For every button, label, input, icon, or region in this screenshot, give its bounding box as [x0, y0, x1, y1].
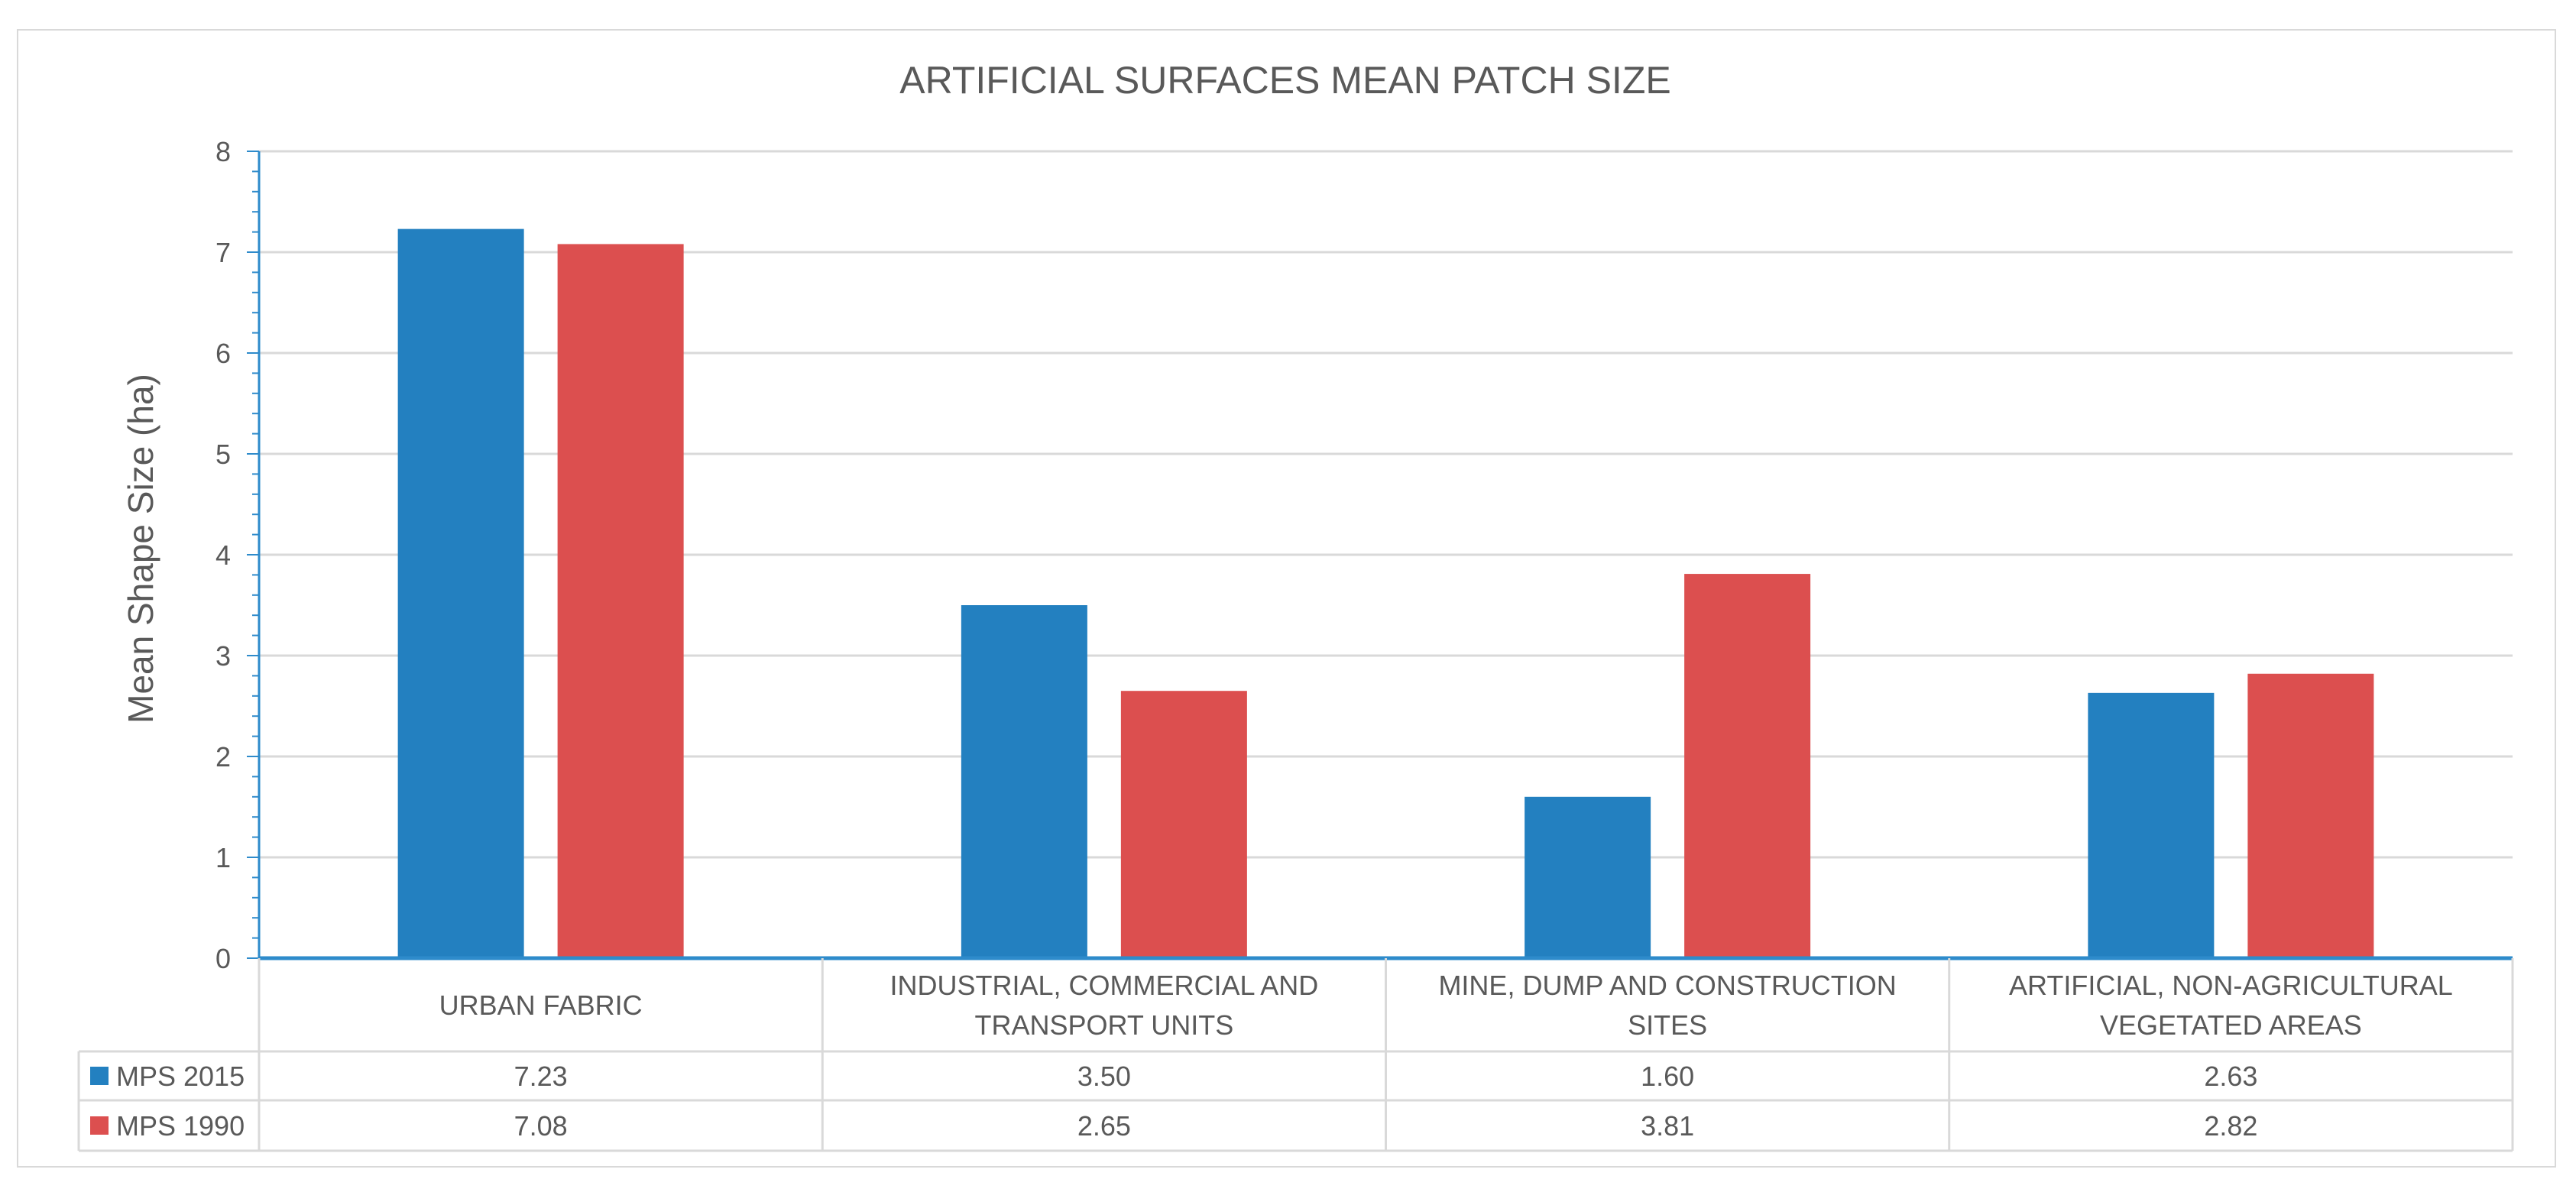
- data-table-value: 3.81: [1641, 1110, 1694, 1142]
- data-table-value: 2.65: [1077, 1110, 1131, 1142]
- data-table-value: 1.60: [1641, 1061, 1694, 1092]
- x-category-label: INDUSTRIAL, COMMERCIAL AND: [890, 970, 1319, 1001]
- bar-mps-1990: [1684, 574, 1811, 958]
- x-category-label: URBAN FABRIC: [439, 990, 643, 1021]
- bar-mps-2015: [397, 228, 524, 958]
- y-tick-label: 5: [215, 439, 231, 470]
- bar-mps-2015: [1525, 796, 1651, 958]
- data-table-value: 3.50: [1077, 1061, 1131, 1092]
- legend-swatch: [90, 1067, 109, 1085]
- y-tick-label: 3: [215, 640, 231, 672]
- bar-mps-1990: [2247, 673, 2374, 958]
- bar-mps-1990: [557, 244, 684, 958]
- x-category-label: SITES: [1628, 1009, 1707, 1041]
- data-table-value: 2.63: [2204, 1061, 2257, 1092]
- data-table-value: 7.23: [514, 1061, 568, 1092]
- y-tick-label: 1: [215, 842, 231, 873]
- y-tick-label: 8: [215, 136, 231, 167]
- data-table-value: 2.82: [2204, 1110, 2257, 1142]
- data-table-value: 7.08: [514, 1110, 568, 1142]
- bars: [397, 228, 2374, 958]
- x-category-label: ARTIFICIAL, NON-AGRICULTURAL: [2009, 970, 2453, 1001]
- x-category-label: TRANSPORT UNITS: [975, 1009, 1234, 1041]
- y-tick-label: 4: [215, 539, 231, 571]
- bar-mps-2015: [961, 605, 1087, 958]
- x-category-label: VEGETATED AREAS: [2100, 1009, 2362, 1041]
- y-tick-label: 6: [215, 338, 231, 369]
- y-axis-label: Mean Shape Size (ha): [121, 374, 160, 724]
- bar-mps-1990: [1120, 691, 1247, 958]
- legend-swatch: [90, 1116, 109, 1135]
- x-category-label: MINE, DUMP AND CONSTRUCTION: [1438, 970, 1896, 1001]
- y-tick-label: 0: [215, 943, 231, 974]
- legend-label: MPS 1990: [116, 1110, 245, 1142]
- y-tick-label: 2: [215, 741, 231, 773]
- chart-title: ARTIFICIAL SURFACES MEAN PATCH SIZE: [899, 59, 1670, 102]
- y-tick-label: 7: [215, 237, 231, 268]
- legend-label: MPS 2015: [116, 1061, 245, 1092]
- data-table: URBAN FABRIC INDUSTRIAL, COMMERCIAL AND TR…: [77, 958, 2514, 1152]
- bar-mps-2015: [2088, 692, 2215, 958]
